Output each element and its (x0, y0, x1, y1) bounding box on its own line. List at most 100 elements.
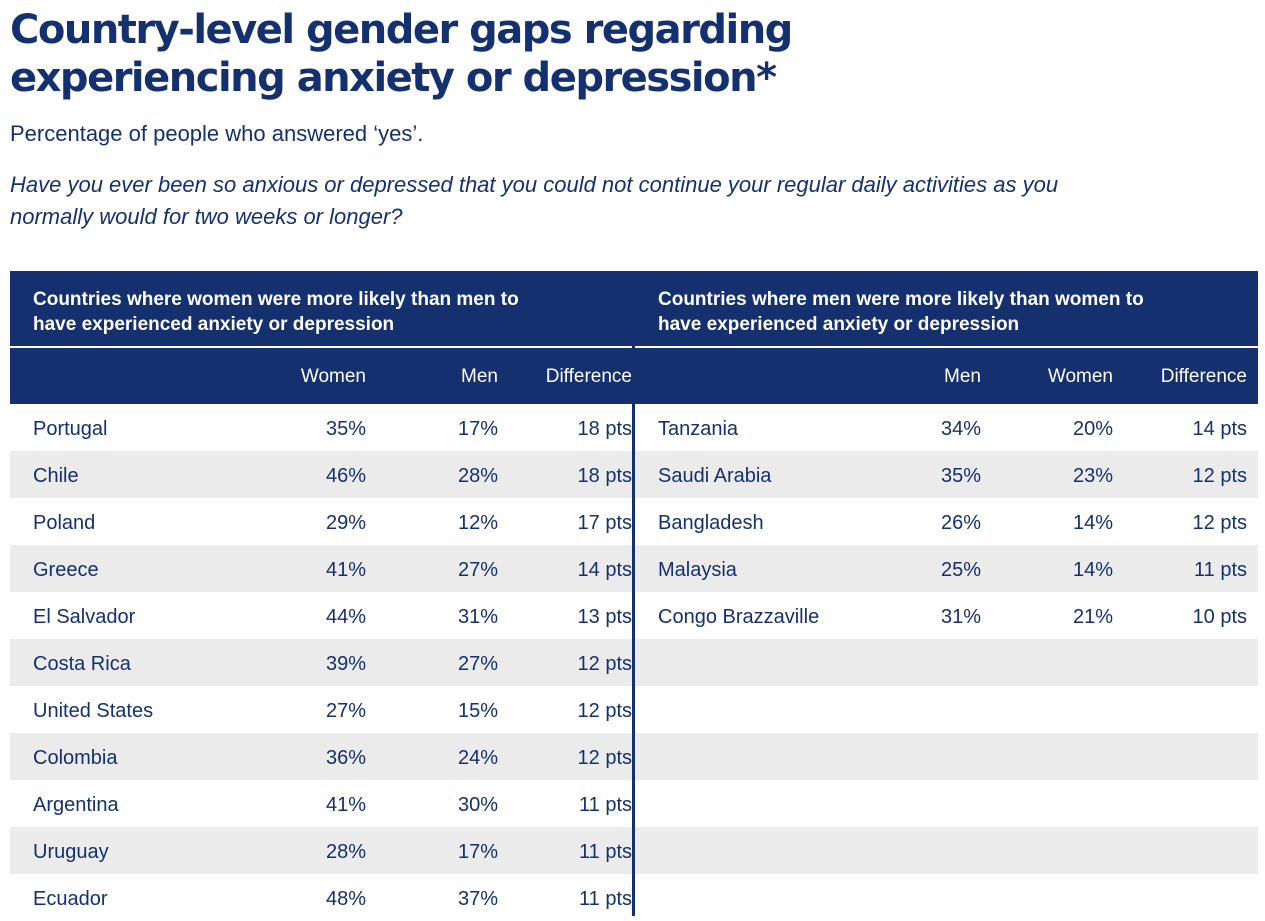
table-heading-line-2: have experienced anxiety or depression (658, 314, 1020, 335)
title-line-2: experiencing anxiety or depression* (10, 55, 777, 101)
value-cell: 23% (1072, 465, 1113, 487)
column-header-women: Women (1047, 366, 1113, 387)
country-cell: Malaysia (658, 559, 737, 581)
table-body: Tanzania 34% 20% 14 pts Saudi Arabia 35% 23% 12… (635, 404, 1258, 921)
country-cell: Saudi Arabia (658, 465, 772, 487)
difference-cell: 12 pts (1192, 465, 1247, 487)
value-cell: 35% (325, 418, 366, 440)
value-cell: 24% (457, 747, 498, 769)
country-cell: Uruguay (33, 841, 109, 863)
difference-cell: 10 pts (1192, 606, 1247, 628)
value-cell: 48% (325, 888, 366, 910)
difference-cell: 14 pts (577, 559, 632, 581)
value-cell: 34% (940, 418, 981, 440)
value-cell: 25% (940, 559, 981, 581)
table-row: Argentina 41% 30% 11 pts (10, 780, 632, 827)
value-cell: 35% (940, 465, 981, 487)
table-row: Bangladesh 26% 14% 12 pts (635, 498, 1258, 545)
table-row: Ecuador 48% 37% 11 pts (10, 874, 632, 921)
table-heading-line-1: Countries where men were more likely tha… (658, 289, 1144, 310)
value-cell: 27% (457, 653, 498, 675)
value-cell: 39% (325, 653, 366, 675)
country-cell: Congo Brazzaville (658, 606, 820, 628)
value-cell: 44% (325, 606, 366, 628)
subtitle: Percentage of people who answered ‘yes’. (10, 121, 424, 146)
table-row: Uruguay 28% 17% 11 pts (10, 827, 632, 874)
title-line-1: Country-level gender gaps regarding (10, 7, 793, 53)
difference-cell: 14 pts (1192, 418, 1247, 440)
country-cell: Ecuador (33, 888, 108, 910)
table-row: Greece 41% 27% 14 pts (10, 545, 632, 592)
value-cell: 14% (1072, 512, 1113, 534)
table-row: El Salvador 44% 31% 13 pts (10, 592, 632, 639)
difference-cell: 13 pts (577, 606, 632, 628)
difference-cell: 11 pts (579, 888, 632, 910)
women-more-likely-table: Countries where women were more likely t… (10, 271, 632, 921)
table-row: United States 27% 15% 12 pts (10, 686, 632, 733)
table-heading-line-1: Countries where women were more likely t… (33, 289, 519, 310)
country-cell: Costa Rica (33, 653, 131, 675)
table-row: Saudi Arabia 35% 23% 12 pts (635, 451, 1258, 498)
empty-table-row (635, 733, 1258, 780)
value-cell: 20% (1072, 418, 1113, 440)
difference-cell: 17 pts (577, 512, 632, 534)
empty-table-row (635, 827, 1258, 874)
value-cell: 29% (325, 512, 366, 534)
value-cell: 37% (457, 888, 498, 910)
table-heading: Countries where women were more likely t… (10, 271, 632, 348)
value-cell: 31% (457, 606, 498, 628)
country-cell: Tanzania (658, 418, 739, 440)
column-header-men: Men (461, 366, 498, 387)
table-body: Portugal 35% 17% 18 pts Chile 46% 28% 18 pts Pol… (10, 404, 632, 921)
empty-table-row (635, 874, 1258, 921)
value-cell: 17% (457, 841, 498, 863)
value-cell: 30% (457, 794, 498, 816)
value-cell: 14% (1072, 559, 1113, 581)
table-row: Chile 46% 28% 18 pts (10, 451, 632, 498)
country-cell: Colombia (33, 747, 118, 769)
men-more-likely-table: Countries where men were more likely tha… (635, 271, 1258, 921)
difference-cell: 12 pts (577, 700, 632, 722)
table-heading: Countries where men were more likely tha… (635, 271, 1258, 348)
difference-cell: 18 pts (577, 418, 632, 440)
value-cell: 12% (457, 512, 498, 534)
country-cell: Chile (33, 465, 79, 487)
empty-table-row (635, 686, 1258, 733)
value-cell: 26% (940, 512, 981, 534)
difference-cell: 11 pts (1194, 559, 1247, 581)
value-cell: 28% (457, 465, 498, 487)
country-cell: Bangladesh (658, 512, 764, 534)
column-header-row: Women Men Difference (10, 348, 632, 404)
empty-table-row (635, 639, 1258, 686)
table-row: Colombia 36% 24% 12 pts (10, 733, 632, 780)
column-header-difference: Difference (1160, 366, 1247, 387)
question-line-2: normally would for two weeks or longer? (10, 204, 403, 229)
empty-table-row (635, 780, 1258, 827)
value-cell: 15% (457, 700, 498, 722)
value-cell: 28% (325, 841, 366, 863)
difference-cell: 11 pts (579, 841, 632, 863)
country-cell: United States (33, 700, 154, 722)
table-row: Malaysia 25% 14% 11 pts (635, 545, 1258, 592)
difference-cell: 11 pts (579, 794, 632, 816)
value-cell: 46% (325, 465, 366, 487)
page-title: Country-level gender gaps regarding expe… (10, 6, 1250, 102)
country-cell: Portugal (33, 418, 108, 440)
table-row: Poland 29% 12% 17 pts (10, 498, 632, 545)
value-cell: 27% (457, 559, 498, 581)
country-cell: El Salvador (33, 606, 136, 628)
value-cell: 31% (940, 606, 981, 628)
table-divider (632, 271, 635, 916)
value-cell: 21% (1072, 606, 1113, 628)
table-row: Portugal 35% 17% 18 pts (10, 404, 632, 451)
country-cell: Greece (33, 559, 99, 581)
value-cell: 27% (325, 700, 366, 722)
gender-gap-tables: Countries where women were more likely t… (10, 271, 1258, 916)
column-header-row: Men Women Difference (635, 348, 1258, 404)
country-cell: Poland (33, 512, 96, 534)
difference-cell: 18 pts (577, 465, 632, 487)
value-cell: 41% (325, 559, 366, 581)
table-row: Costa Rica 39% 27% 12 pts (10, 639, 632, 686)
table-heading-line-2: have experienced anxiety or depression (33, 314, 395, 335)
question-line-1: Have you ever been so anxious or depress… (10, 172, 1059, 197)
